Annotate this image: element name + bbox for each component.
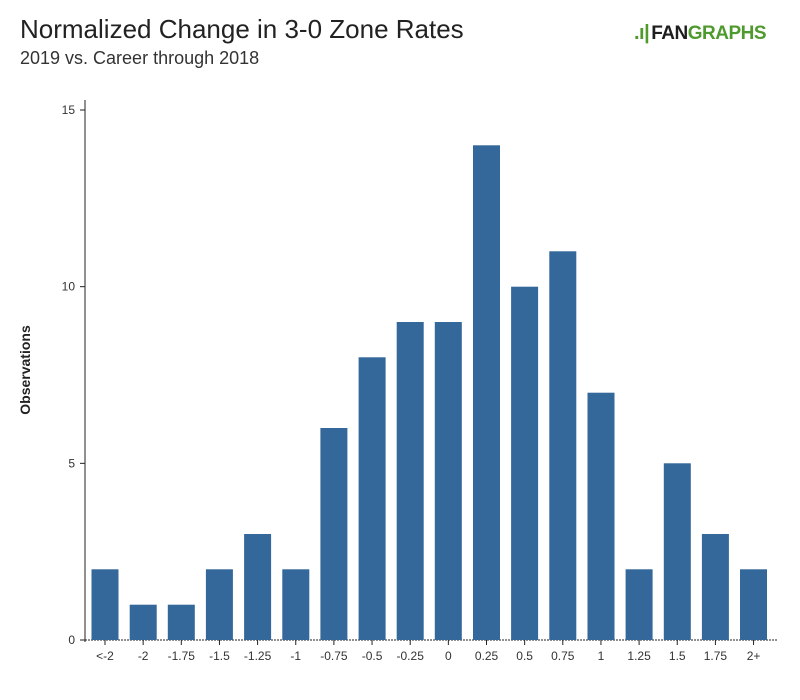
x-tick-label: <-2: [96, 649, 114, 663]
bar: [663, 463, 691, 640]
x-tick-label: -1.75: [168, 649, 196, 663]
y-tick-label: 10: [62, 280, 76, 294]
x-tick-label: 1.75: [704, 649, 728, 663]
bar: [511, 286, 539, 640]
bar: [549, 251, 577, 641]
bar: [244, 534, 272, 640]
x-tick-label: 0.75: [551, 649, 575, 663]
y-axis: 0 5 10 15: [62, 100, 86, 647]
x-tick-label: 1.25: [627, 649, 651, 663]
logo-mark-icon: .ı|: [634, 22, 650, 44]
chart-subtitle: 2019 vs. Career through 2018: [20, 48, 260, 68]
bar: [701, 534, 729, 640]
bar: [473, 145, 500, 641]
bars: [91, 145, 767, 641]
x-tick-label: -1.5: [209, 649, 230, 663]
bar: [396, 322, 424, 640]
bar: [358, 357, 386, 640]
bar: [129, 604, 157, 640]
bar: [282, 569, 310, 640]
bar: [625, 569, 653, 640]
y-tick-label: 15: [62, 103, 76, 117]
x-tick-label: -0.75: [320, 649, 348, 663]
bar: [587, 392, 615, 640]
x-axis: <-2 -2 -1.75 -1.5 -1.25 -1 -0.75 -0.5 -0.25 0 0.25…: [85, 639, 778, 663]
x-tick-label: -1: [290, 649, 301, 663]
logo-text-graphs: GRAPHS: [687, 22, 767, 44]
x-tick-label: -0.5: [362, 649, 383, 663]
x-tick-label: 1: [598, 649, 605, 663]
y-axis-title: Observations: [17, 325, 33, 415]
x-tick-label: 0.5: [516, 649, 533, 663]
x-tick-label: 0.25: [475, 649, 499, 663]
x-tick-label: 0: [445, 649, 452, 663]
fangraphs-logo: .ı| FAN GRAPHS: [634, 22, 767, 45]
bar: [740, 569, 767, 640]
x-tick-label: 1.5: [669, 649, 686, 663]
x-tick-label: -2: [138, 649, 149, 663]
y-tick-label: 5: [68, 456, 75, 470]
x-tick-label: -0.25: [397, 649, 425, 663]
bar: [205, 569, 233, 640]
bar: [167, 604, 195, 640]
bar: [434, 322, 462, 640]
x-tick-label: -1.25: [244, 649, 272, 663]
bar: [91, 569, 119, 640]
chart-title: Normalized Change in 3-0 Zone Rates: [20, 14, 464, 44]
bar: [320, 428, 348, 640]
x-tick-label: 2+: [747, 649, 761, 663]
y-tick-label: 0: [68, 633, 75, 647]
logo-text-fan: FAN: [651, 22, 688, 44]
